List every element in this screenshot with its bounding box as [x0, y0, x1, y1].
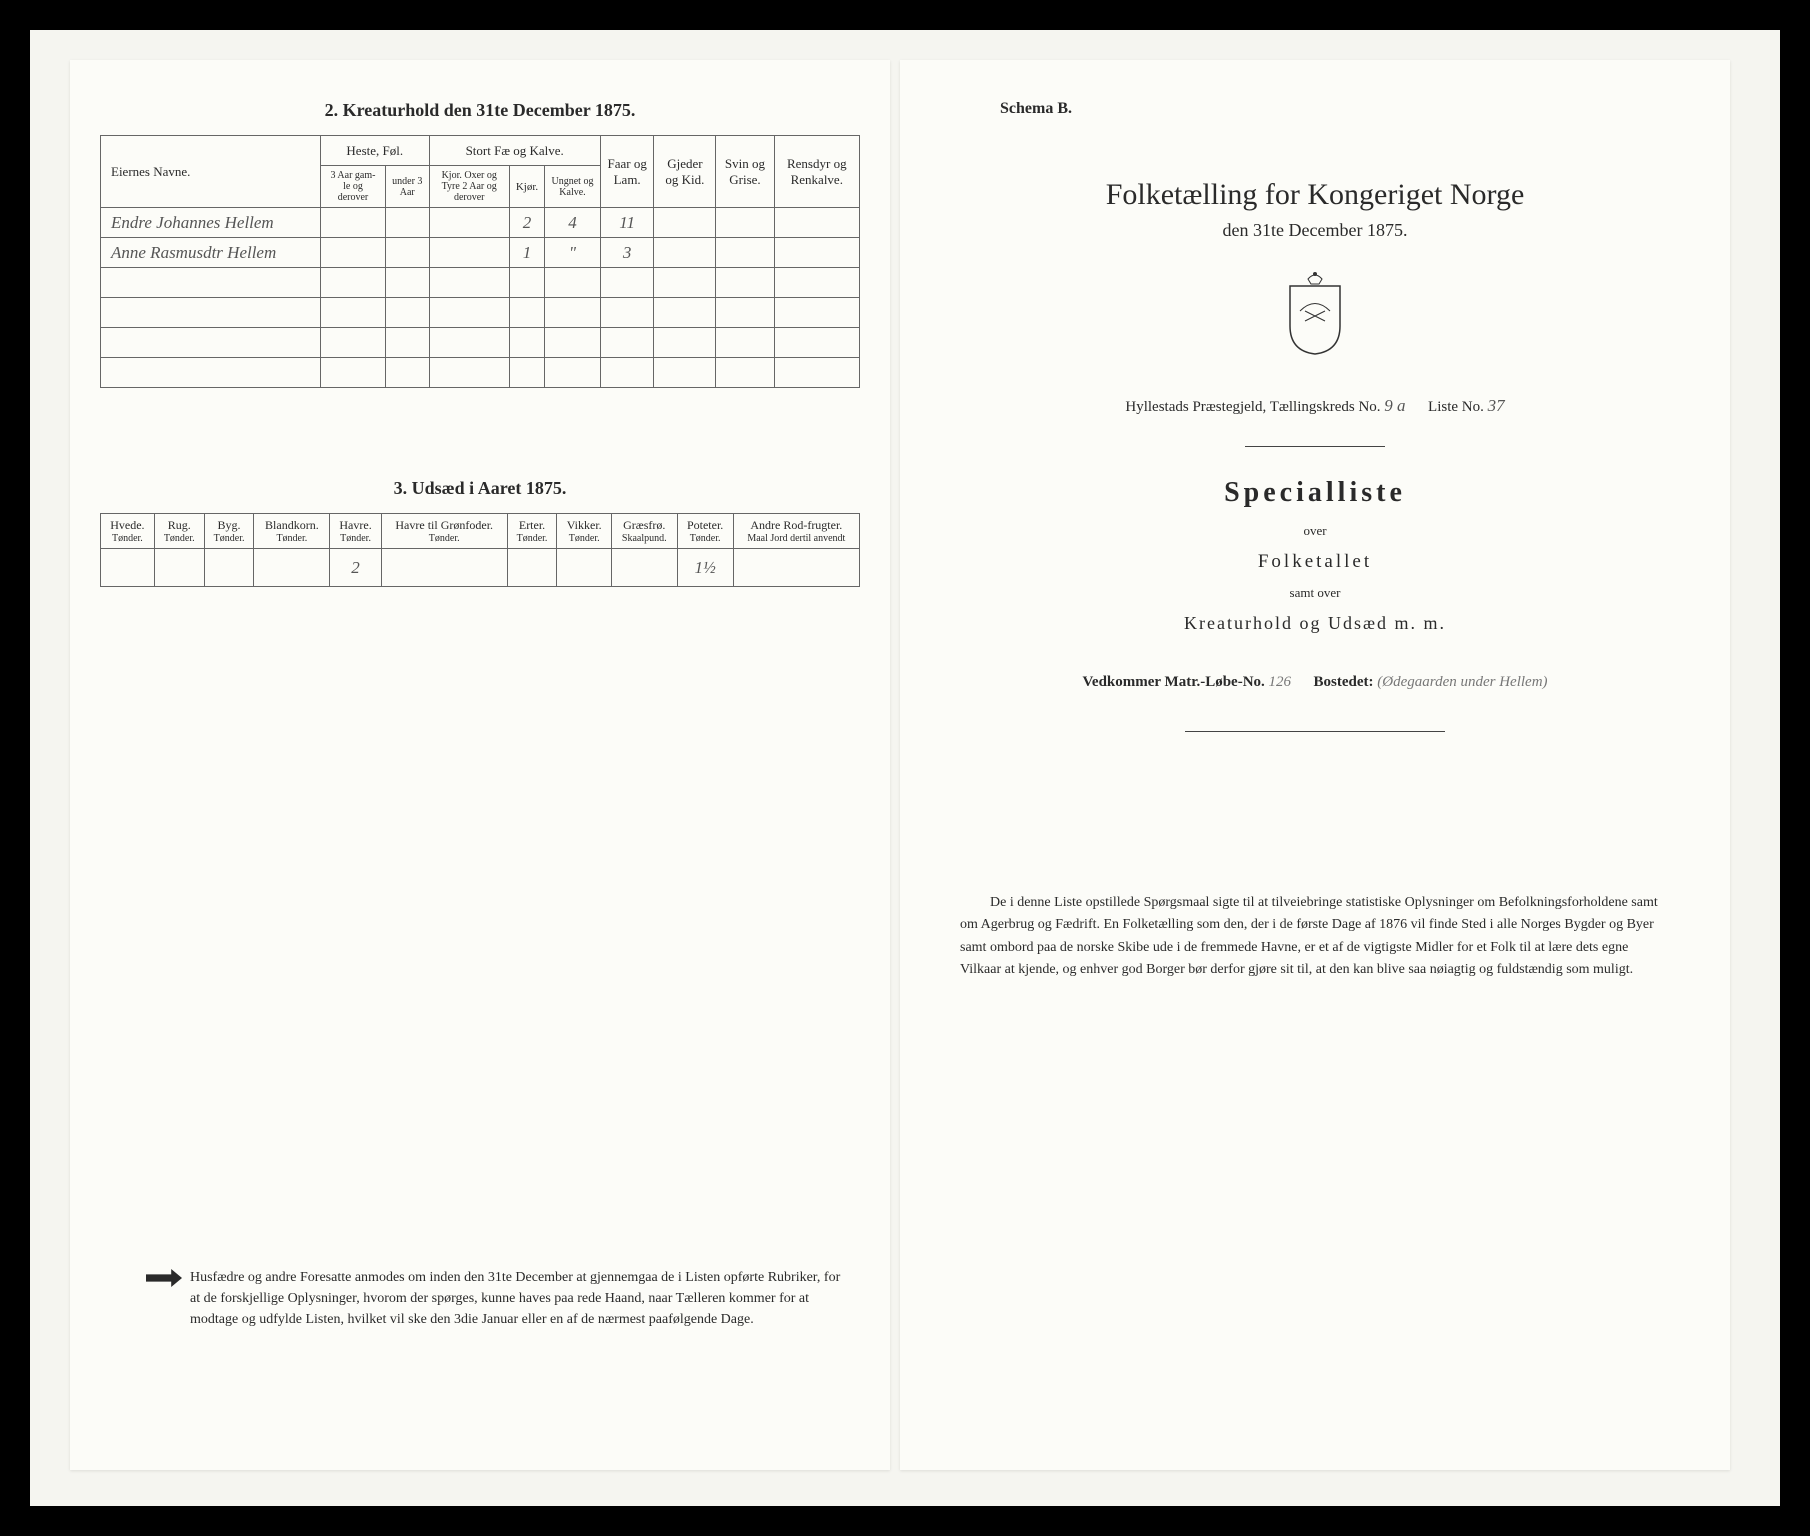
col-hvede: Hvede.Tønder. [101, 514, 155, 549]
owner-name: Anne Rasmusdtr Hellem [101, 238, 321, 268]
livestock-table: Eiernes Navne. Heste, Føl. Stort Fæ og K… [100, 135, 860, 388]
col-havre: Havre.Tønder. [330, 514, 382, 549]
col-poteter: Poteter.Tønder. [677, 514, 733, 549]
table-row [101, 298, 860, 328]
col-graesfro: Græsfrø.Skaalpund. [611, 514, 677, 549]
divider [1185, 731, 1445, 732]
cell-cows: 2 [509, 208, 544, 238]
right-paragraph: De i denne Liste opstillede Spørgsmaal s… [960, 892, 1670, 982]
footnote-text: Husfædre og andre Foresatte anmodes om i… [190, 1270, 840, 1327]
col-cattle: Stort Fæ og Kalve. [429, 136, 600, 166]
col-byg: Byg.Tønder. [204, 514, 254, 549]
col-young: Ungnet og Kalve. [545, 166, 601, 208]
col-horses: Heste, Føl. [321, 136, 430, 166]
vedkom-line: Vedkommer Matr.-Løbe-No. 126 Bostedet: (… [960, 674, 1670, 691]
col-erter: Erter.Tønder. [507, 514, 557, 549]
cell-young: " [545, 238, 601, 268]
folketallet-label: Folketallet [960, 551, 1670, 573]
over-label: over [960, 523, 1670, 539]
col-owner: Eiernes Navne. [101, 136, 321, 208]
right-page: Schema B. Folketælling for Kongeriget No… [900, 60, 1730, 1470]
col-reindeer: Rensdyr og Renkalve. [774, 136, 859, 208]
cell-cows: 1 [509, 238, 544, 268]
section2-title: 2. Kreaturhold den 31te December 1875. [100, 100, 860, 121]
section3-title: 3. Udsæd i Aaret 1875. [100, 478, 860, 499]
table-row: Anne Rasmusdtr Hellem 1 " 3 [101, 238, 860, 268]
col-vikker: Vikker.Tønder. [557, 514, 612, 549]
specialliste-title: Specialliste [960, 477, 1670, 509]
cell-havre: 2 [330, 549, 382, 587]
col-horses-u3: under 3 Aar [385, 166, 429, 208]
samt-label: samt over [960, 585, 1670, 601]
col-sheep: Faar og Lam. [600, 136, 654, 208]
matr-label: Vedkommer Matr.-Løbe-No. [1082, 674, 1264, 690]
schema-label: Schema B. [1000, 100, 1670, 118]
cell-sheep: 11 [600, 208, 654, 238]
owner-name: Endre Johannes Hellem [101, 208, 321, 238]
kreds-no: 9 a [1384, 396, 1405, 415]
liste-no: 37 [1488, 396, 1505, 415]
table-row [101, 268, 860, 298]
bosted-label: Bostedet: [1314, 674, 1374, 690]
main-title: Folketælling for Kongeriget Norge [960, 178, 1670, 212]
liste-label: Liste No. [1428, 399, 1484, 415]
coat-of-arms-icon [1280, 271, 1350, 356]
bosted-value: (Ødegaarden under Hellem) [1377, 674, 1547, 690]
table-row [101, 328, 860, 358]
table-row [101, 358, 860, 388]
kreatur-label: Kreaturhold og Udsæd m. m. [960, 613, 1670, 634]
pointing-hand-icon [146, 1269, 182, 1287]
seed-table: Hvede.Tønder. Rug.Tønder. Byg.Tønder. Bl… [100, 513, 860, 587]
col-horses-3plus: 3 Aar gam-le og derover [321, 166, 386, 208]
col-andre: Andre Rod-frugter.Maal Jord dertil anven… [733, 514, 859, 549]
cell-young: 4 [545, 208, 601, 238]
divider [1245, 446, 1385, 447]
parish-prefix: Hyllestads Præstegjeld, Tællingskreds No… [1125, 399, 1380, 415]
scan-background: 2. Kreaturhold den 31te December 1875. E… [30, 30, 1780, 1506]
col-cows: Kjør. [509, 166, 544, 208]
cell-sheep: 3 [600, 238, 654, 268]
col-havre-gron: Havre til Grønfoder.Tønder. [381, 514, 507, 549]
col-pigs: Svin og Grise. [716, 136, 774, 208]
parish-line: Hyllestads Præstegjeld, Tællingskreds No… [960, 396, 1670, 416]
col-cattle-2plus: Kjor. Oxer og Tyre 2 Aar og derover [429, 166, 509, 208]
cell-poteter: 1½ [677, 549, 733, 587]
col-rug: Rug.Tønder. [154, 514, 204, 549]
col-goats: Gjeder og Kid. [654, 136, 716, 208]
col-blandkorn: Blandkorn.Tønder. [254, 514, 330, 549]
sub-title: den 31te December 1875. [960, 220, 1670, 241]
left-page: 2. Kreaturhold den 31te December 1875. E… [70, 60, 890, 1470]
matr-no: 126 [1269, 674, 1292, 690]
table-row: 2 1½ [101, 549, 860, 587]
table-row: Endre Johannes Hellem 2 4 11 [101, 208, 860, 238]
left-footnote: Husfædre og andre Foresatte anmodes om i… [190, 1267, 850, 1330]
